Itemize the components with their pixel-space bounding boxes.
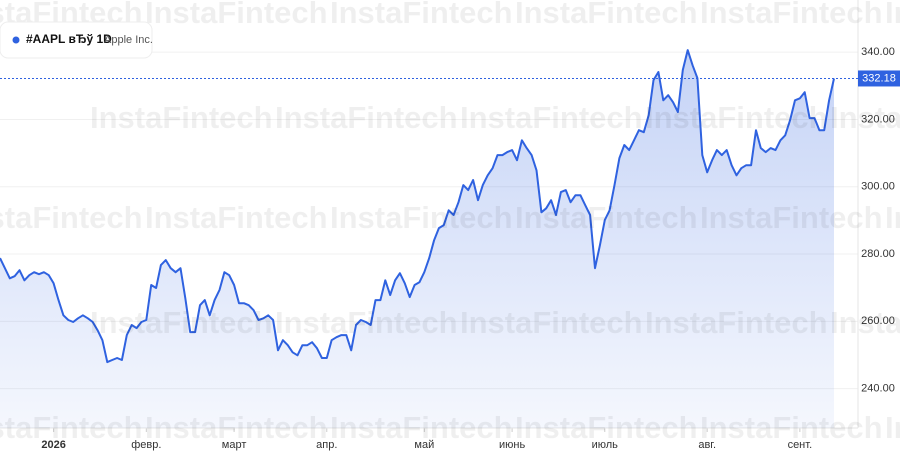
watermark: InstaFintech bbox=[885, 410, 900, 445]
watermark: InstaFintech bbox=[830, 100, 900, 135]
x-tick-label: 2026 bbox=[41, 439, 65, 451]
watermark: InstaFintech bbox=[460, 100, 643, 135]
watermark: InstaFintech bbox=[885, 0, 900, 30]
y-tick-label: 320.00 bbox=[861, 113, 895, 125]
y-tick-label: 240.00 bbox=[861, 383, 895, 395]
legend-dot bbox=[12, 36, 20, 44]
legend-box bbox=[0, 21, 153, 59]
watermark: InstaFintech bbox=[145, 200, 328, 235]
watermark: InstaFintech bbox=[0, 200, 143, 235]
last-price-box bbox=[858, 70, 900, 87]
y-tick-label: 340.00 bbox=[861, 46, 895, 58]
legend-symbol: #AAPL вЂў 1D bbox=[26, 32, 112, 46]
x-tick-label: май bbox=[414, 439, 434, 451]
watermark: InstaFintech bbox=[0, 410, 143, 445]
watermark: InstaFintech bbox=[145, 0, 328, 30]
watermark: InstaFintech bbox=[275, 100, 458, 135]
watermark: InstaFintech bbox=[330, 200, 513, 235]
last-price-label: 332.18 bbox=[862, 72, 896, 84]
watermark: InstaFintech bbox=[330, 410, 513, 445]
price-line bbox=[0, 49, 835, 364]
legend-name: Apple Inc. bbox=[104, 34, 153, 46]
x-tick-label: сент. bbox=[788, 439, 813, 451]
watermark: InstaFintech bbox=[645, 305, 828, 340]
x-tick-label: март bbox=[222, 439, 247, 451]
watermark: InstaFintech bbox=[330, 0, 513, 30]
watermark: InstaFintech bbox=[275, 305, 458, 340]
watermark: InstaFintech bbox=[515, 410, 698, 445]
watermark: InstaFintech bbox=[885, 200, 900, 235]
y-tick-label: 300.00 bbox=[861, 181, 895, 193]
x-tick-label: июль bbox=[592, 439, 619, 451]
x-tick-label: февр. bbox=[131, 439, 161, 451]
y-tick-label: 260.00 bbox=[861, 315, 895, 327]
watermark: InstaFintech bbox=[460, 305, 643, 340]
watermark: InstaFintech bbox=[830, 305, 900, 340]
watermark: InstaFintech bbox=[700, 410, 883, 445]
watermark: InstaFintech bbox=[700, 200, 883, 235]
x-tick-label: июнь bbox=[499, 439, 525, 451]
watermark: InstaFintech bbox=[145, 410, 328, 445]
x-tick-label: апр. bbox=[316, 439, 337, 451]
watermark: InstaFintech bbox=[645, 100, 828, 135]
area bbox=[0, 50, 834, 428]
watermark: InstaFintech bbox=[700, 0, 883, 30]
watermark: InstaFintech bbox=[90, 100, 273, 135]
watermark: InstaFintech bbox=[515, 200, 698, 235]
watermark: InstaFintech bbox=[90, 305, 273, 340]
y-tick-label: 280.00 bbox=[861, 248, 895, 260]
x-tick-label: авг. bbox=[698, 439, 716, 451]
watermark: InstaFintech bbox=[515, 0, 698, 30]
